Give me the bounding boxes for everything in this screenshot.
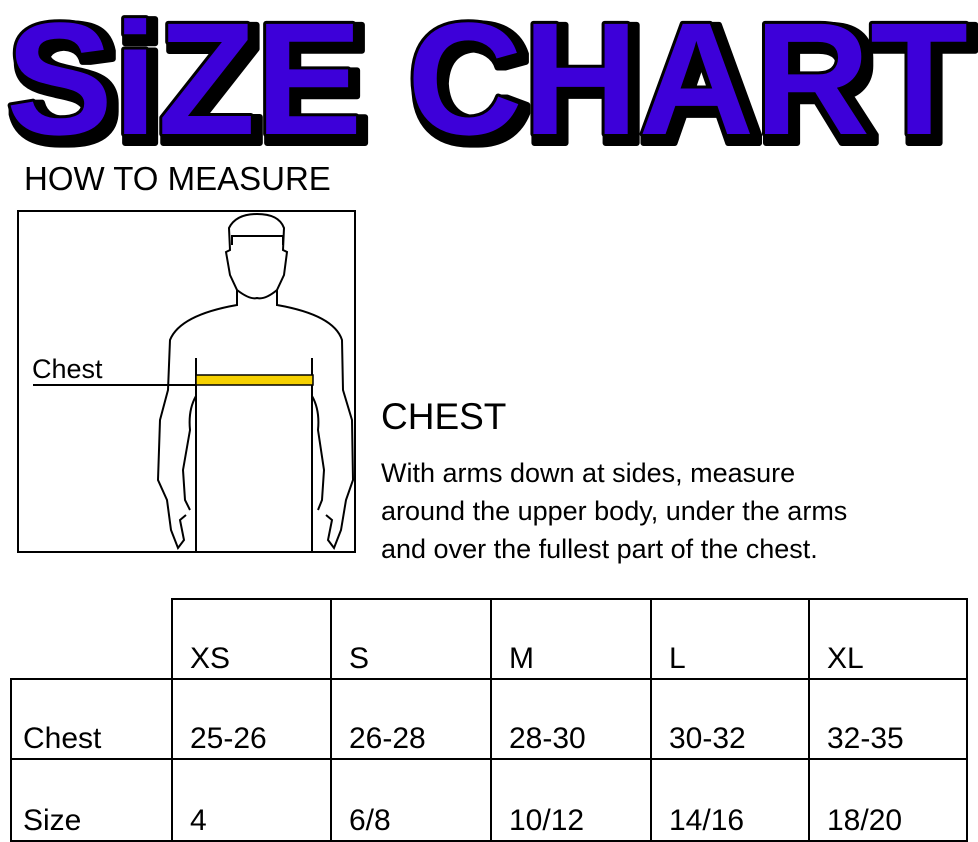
cell-value: 4: [190, 804, 207, 837]
figure-chest-label: Chest: [32, 354, 103, 384]
header-label: M: [509, 642, 534, 675]
header-label: S: [349, 642, 370, 675]
cell-value: 18/20: [827, 804, 903, 837]
table-cell: 6/8: [330, 758, 492, 842]
table-cell: 32-35: [808, 678, 968, 760]
inner-arm-lines: [181, 358, 326, 553]
row-label-chest: Chest: [10, 678, 173, 760]
header-cell-xs: XS: [171, 598, 332, 680]
header-cell-s: S: [330, 598, 492, 680]
instruction-line: With arms down at sides, measure: [381, 458, 796, 488]
table-cell: 25-26: [171, 678, 332, 760]
cell-value: 30-32: [669, 722, 746, 755]
header-cell-m: M: [490, 598, 652, 680]
table-cell: 30-32: [650, 678, 810, 760]
cell-value: 14/16: [669, 804, 745, 837]
chest-instructions: With arms down at sides, measure around …: [381, 454, 971, 568]
body-outline-illustration: [33, 212, 355, 553]
header-label: XL: [827, 642, 864, 675]
table-cell: 26-28: [330, 678, 492, 760]
table-cell: 10/12: [490, 758, 652, 842]
table-cell: 14/16: [650, 758, 810, 842]
size-chart-title: SiZE CHART: [3, 0, 971, 150]
header-cell-xl: XL: [808, 598, 968, 680]
row-label: Size: [23, 804, 82, 837]
row-label-size: Size: [10, 758, 173, 842]
cell-value: 6/8: [349, 804, 391, 837]
instruction-line: around the upper body, under the arms: [381, 496, 848, 526]
measuring-tape: [195, 374, 314, 386]
table-cell: 18/20: [808, 758, 968, 842]
cell-value: 32-35: [827, 722, 904, 755]
how-to-measure-heading: HOW TO MEASURE: [24, 160, 331, 197]
torso-outline: [156, 298, 355, 551]
cell-value: 10/12: [509, 804, 585, 837]
table-cell: 4: [171, 758, 332, 842]
head-outline: [224, 212, 289, 302]
cell-value: 26-28: [349, 722, 426, 755]
measure-figure: [17, 210, 356, 553]
title-text: SiZE CHART: [6, 0, 968, 150]
header-label: XS: [190, 642, 231, 675]
header-cell-l: L: [650, 598, 810, 680]
row-label: Chest: [23, 722, 102, 755]
instruction-line: and over the fullest part of the chest.: [381, 534, 818, 564]
header-label: L: [669, 642, 686, 675]
cell-value: 28-30: [509, 722, 586, 755]
cell-value: 25-26: [190, 722, 267, 755]
chest-heading: CHEST: [381, 396, 507, 437]
table-cell: 28-30: [490, 678, 652, 760]
